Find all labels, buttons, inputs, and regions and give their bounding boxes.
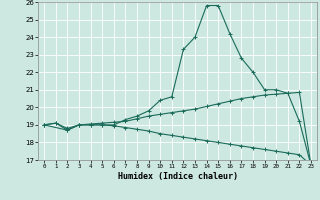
X-axis label: Humidex (Indice chaleur): Humidex (Indice chaleur) <box>118 172 238 181</box>
